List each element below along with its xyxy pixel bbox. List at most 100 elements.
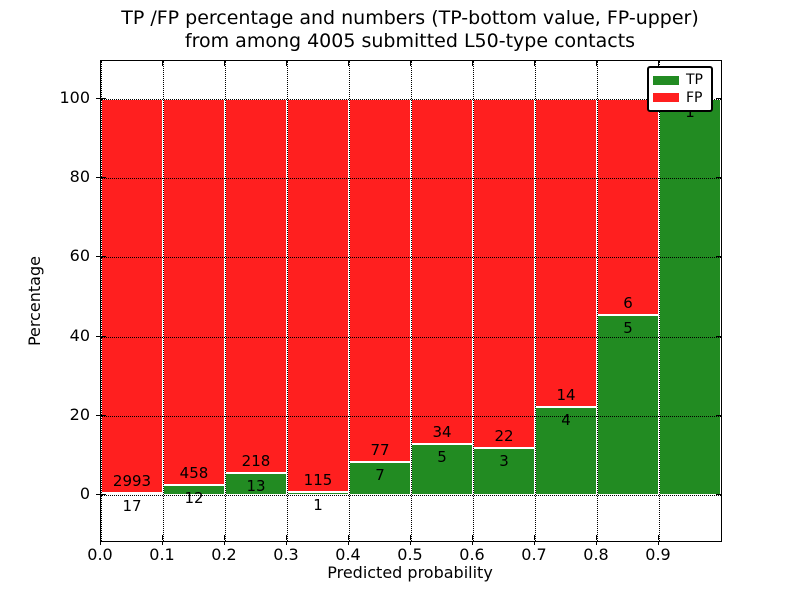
fp-count-label: 2993 [112,471,152,490]
legend-entry-tp: TP [653,73,707,87]
x-tick-mark [410,61,411,66]
x-gridline [101,61,102,541]
x-gridline [349,61,350,541]
x-tick-label: 0.1 [149,545,175,564]
y-tick-mark [716,335,721,337]
x-tick-mark [348,541,349,545]
y-tick-label: 80 [69,167,90,187]
x-gridline [659,61,660,541]
tp-count-label: 1 [685,103,695,122]
y-tick-mark [716,494,721,496]
tp-count-label: 7 [375,466,385,485]
x-tick-mark [534,535,535,540]
x-tick-label: 0.4 [335,545,361,564]
x-tick-label: 0.8 [583,545,609,564]
fp-count-label: 77 [370,441,390,460]
bar-segment-fp [287,99,349,492]
tp-count-label: 5 [437,448,447,467]
bar-segment-tp [597,315,659,496]
tp-count-label: 17 [122,496,142,515]
bar-segment-fp [349,99,411,463]
x-tick-mark [162,61,163,66]
y-tick-mark [101,98,106,100]
bar-segment-fp [225,99,287,473]
legend: TP FP [647,66,713,112]
legend-entry-fp: FP [653,91,707,105]
y-tick-mark [101,494,106,496]
fp-count-label: 6 [623,294,633,313]
y-tick-mark [716,98,721,100]
x-tick-label: 0.3 [273,545,299,564]
x-tick-mark [534,61,535,66]
fp-count-label: 34 [432,423,452,442]
x-tick-mark [100,541,101,545]
x-gridline [597,61,598,541]
bar-segment-fp [535,99,597,408]
x-tick-mark [410,535,411,540]
y-tick-mark [96,414,100,416]
x-tick-label: 0.9 [645,545,671,564]
bar-segment-tp [535,407,597,496]
bar-segment-fp [597,99,659,316]
y-tick-mark [101,335,106,337]
y-tick-mark [716,414,721,416]
x-tick-mark [100,61,101,66]
y-tick-mark [96,98,100,100]
x-tick-mark [658,541,659,545]
tp-count-label: 13 [246,476,266,495]
tp-count-label: 1 [313,495,323,514]
y-tick-label: 40 [69,325,90,345]
y-tick-label: 0 [79,484,90,504]
chart-title-line1: TP /FP percentage and numbers (TP-bottom… [121,7,699,29]
x-tick-mark [286,535,287,540]
x-tick-mark [472,61,473,66]
y-tick-label: 60 [69,246,90,266]
x-tick-label: 0.2 [211,545,237,564]
fp-count-label: 14 [556,386,576,405]
y-tick-mark [101,414,106,416]
x-tick-mark [224,535,225,540]
bar-segment-fp [101,99,163,493]
tp-count-label: 5 [623,319,633,338]
y-tick-mark [716,177,721,179]
legend-label-tp: TP [686,72,703,89]
x-tick-mark [472,535,473,540]
x-gridline [163,61,164,541]
fp-count-label: 115 [303,470,333,489]
tp-color-swatch [653,75,679,85]
x-tick-mark [596,535,597,540]
x-tick-mark [286,541,287,545]
x-tick-label: 0.5 [397,545,423,564]
bar-segment-fp [411,99,473,445]
y-tick-mark [96,494,100,496]
y-tick-mark [96,256,100,258]
x-tick-mark [100,535,101,540]
legend-label-fp: FP [686,89,703,106]
x-tick-mark [658,535,659,540]
x-tick-mark [224,541,225,545]
y-axis-label: Percentage [25,256,44,347]
x-tick-mark [534,541,535,545]
chart-title: TP /FP percentage and numbers (TP-bottom… [90,7,730,53]
plot-area: 2993 17 458 12 218 13 115 1 77 7 34 5 22 3 14 4 6 5 1 [100,60,722,542]
tp-count-label: 4 [561,411,571,430]
chart-title-line2: from among 4005 submitted L50-type conta… [184,30,636,52]
bar-segment-fp [473,99,535,448]
tp-count-label: 12 [184,488,204,507]
fp-color-swatch [653,93,679,103]
x-gridline [535,61,536,541]
fp-count-label: 22 [494,426,514,445]
x-gridline [473,61,474,541]
x-tick-mark [286,61,287,66]
y-tick-mark [96,177,100,179]
x-tick-mark [410,541,411,545]
bar-segment-tp [659,99,721,496]
y-tick-label: 20 [69,404,90,424]
x-tick-mark [596,541,597,545]
x-tick-mark [224,61,225,66]
x-tick-mark [658,61,659,66]
x-axis-label: Predicted probability [327,563,493,582]
y-tick-mark [101,256,106,258]
tp-count-label: 3 [499,451,509,470]
